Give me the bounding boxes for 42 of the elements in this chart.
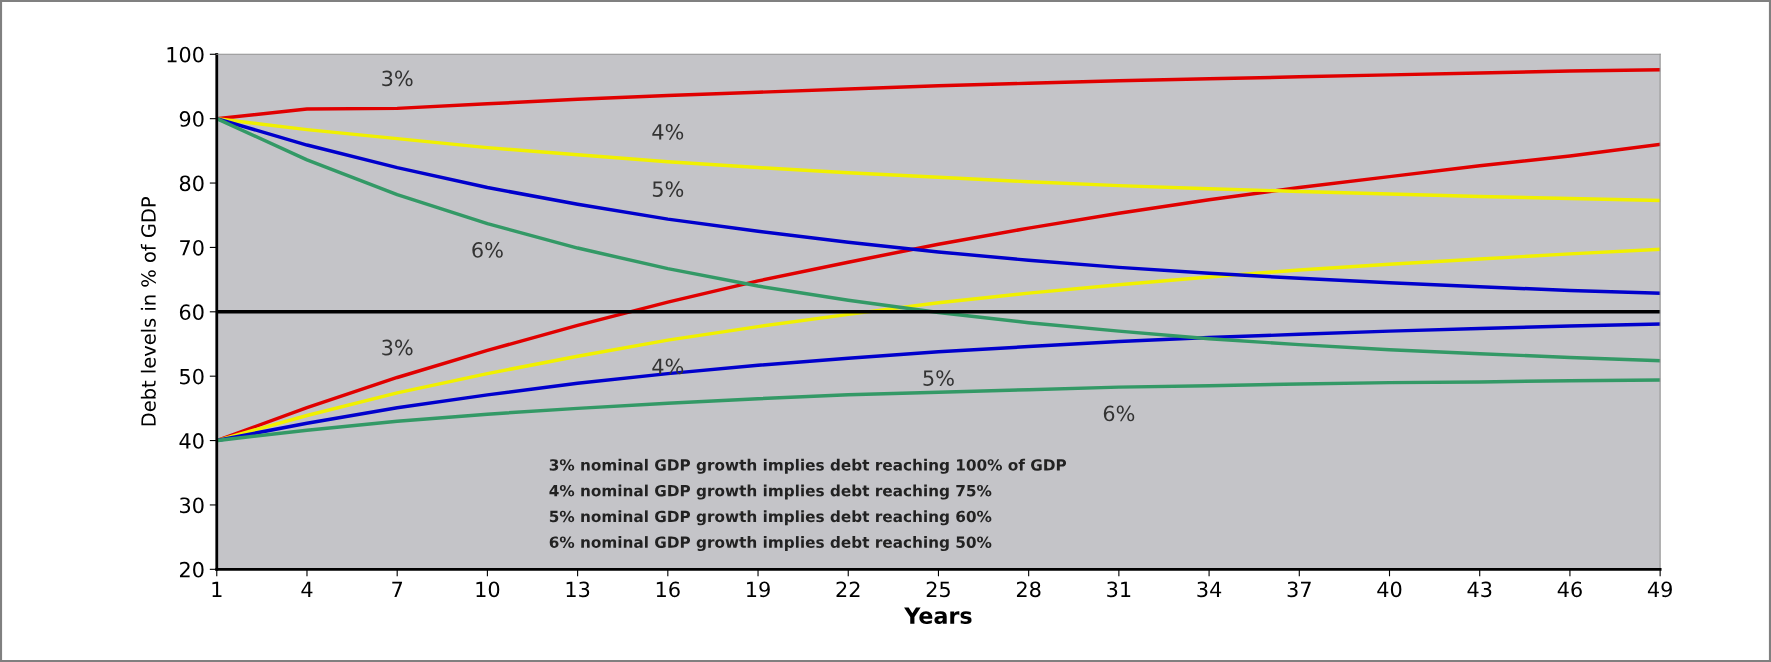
x-tick-label: 7 [392,581,403,597]
x-tick-label: 31 [1107,581,1131,598]
annotation: 6% [472,242,503,258]
annotation: 6% nominal GDP growth implies debt reaching 50% [549,536,992,552]
annotation: 5% nominal GDP growth implies debt reaching 60% [549,510,992,526]
x-tick-label: 4 [301,581,313,597]
x-tick-label: 46 [1557,581,1582,598]
y-axis-title: Debt levels in % of GDP [140,197,156,426]
y-tick-label: 60 [179,304,204,321]
y-tick-label: 50 [180,368,204,385]
line-series [216,116,1661,203]
annotation: 4% [652,123,684,140]
y-tick-label: 80 [179,175,204,192]
annotation: 3% nominal GDP growth implies debt reaching 100% of GDP [549,458,1067,474]
x-tick-label: 1 [212,581,222,597]
annotation: 4% nominal GDP growth implies debt reaching 75% [549,484,992,500]
x-tick-label: 43 [1467,581,1492,598]
annotation: 3% [382,70,413,87]
annotation: 4% [652,358,684,375]
x-tick-label: 22 [836,581,860,597]
y-tick-label: 20 [179,561,204,578]
x-tick-label: 19 [747,581,770,598]
annotation: 5% [652,181,684,197]
line-series [216,116,1661,295]
x-tick-label: 40 [1377,581,1402,598]
y-tick-label: 30 [180,497,204,514]
x-tick-label: 13 [566,581,590,598]
y-tick-label: 40 [179,433,204,449]
x-tick-label: 37 [1287,581,1311,598]
y-tick-label: 100 [167,46,204,63]
x-axis-title: Years [904,607,972,625]
x-tick-label: 16 [656,581,680,598]
y-tick-label: 70 [180,239,204,256]
x-tick-label: 10 [476,581,500,598]
y-tick-label: 90 [179,111,204,127]
annotation: 6% [1103,405,1135,422]
annotation: 3% [382,339,413,356]
annotation: 5% [923,370,954,386]
x-tick-label: 49 [1647,581,1672,598]
x-tick-label: 34 [1197,581,1222,598]
x-tick-label: 28 [1016,581,1041,598]
x-tick-label: 25 [926,581,950,598]
